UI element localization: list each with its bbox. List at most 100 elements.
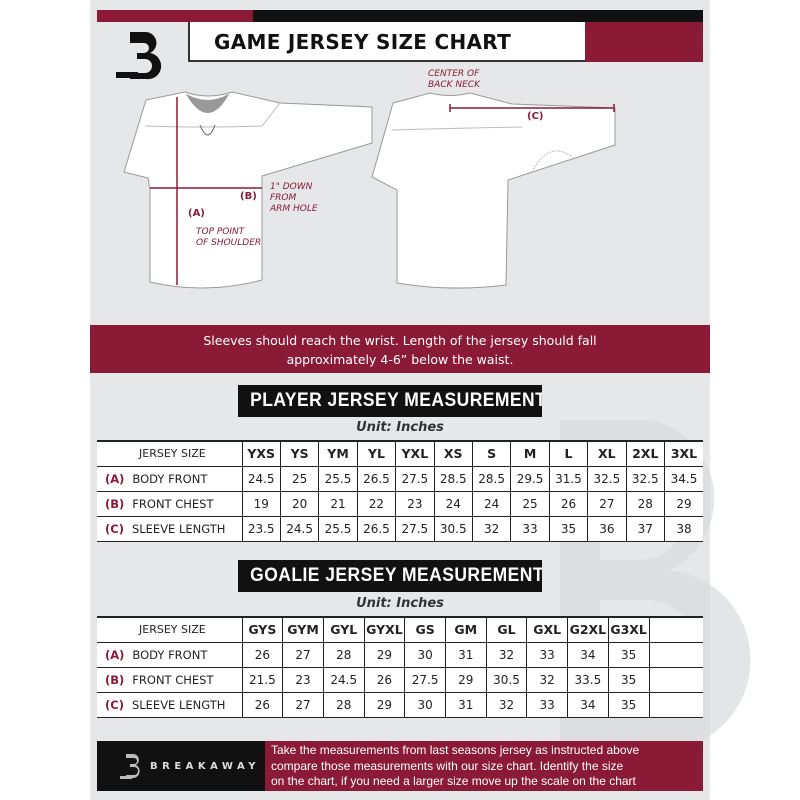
row-name: BODY FRONT (132, 471, 208, 486)
goalie-table-wrap: JERSEY SIZE GYS GYM GYL GYXL GS GM GL GXL G2XL G3X… (97, 616, 703, 718)
measurement-cell: 24.5 (322, 667, 365, 692)
label-b-note: 1" DOWN FROM ARM HOLE (270, 182, 318, 214)
measurement-cell: 24.5 (279, 516, 319, 541)
measurement-cell: 30 (404, 642, 446, 667)
row-name: BODY FRONT (132, 647, 208, 662)
measurement-cell: 26 (548, 491, 588, 516)
measurement-cell: 32.5 (587, 466, 627, 491)
back-jersey (371, 92, 616, 289)
size-header: XS (433, 441, 473, 466)
measurement-cell: 26.5 (356, 516, 396, 541)
measurement-cell: 37 (625, 516, 665, 541)
measurement-cell: 34 (567, 692, 609, 717)
measurement-cell: 27.5 (404, 667, 446, 692)
measurement-cell: 32.5 (625, 466, 665, 491)
measurement-cell: 38 (663, 516, 703, 541)
measurement-cell: 29 (363, 642, 405, 667)
size-header: G3XL (607, 617, 649, 642)
row-label: (B) FRONT CHEST (97, 491, 242, 516)
footer-brand-box (97, 741, 265, 791)
measurement-cell: 35 (607, 642, 649, 667)
row-label: (A) BODY FRONT (97, 466, 242, 491)
measurement-cell: 24.5 (241, 466, 281, 491)
size-header: GL (485, 617, 527, 642)
size-header: L (548, 441, 588, 466)
measurement-cell: 26.5 (356, 466, 396, 491)
measurement-cell: 32 (471, 516, 511, 541)
measurement-cell: 22 (356, 491, 396, 516)
banner-line: Sleeves should reach the wrist. Length o… (203, 333, 597, 348)
table-row: (B) FRONT CHEST 21.5 23 24.5 26 27.5 29 30.5 32 33… (97, 667, 703, 692)
size-header: G2XL (567, 617, 609, 642)
header-label: JERSEY SIZE (139, 623, 206, 637)
empty-cell (648, 642, 703, 667)
measurement-cell: 24 (433, 491, 473, 516)
size-header: YL (356, 441, 396, 466)
measurement-cell: 25 (279, 466, 319, 491)
size-header: YXS (241, 441, 281, 466)
measurement-cell: 19 (241, 491, 281, 516)
size-header: GS (404, 617, 446, 642)
measurement-cell: 31 (444, 692, 487, 717)
measurement-cell: 26 (363, 667, 405, 692)
row-name: FRONT CHEST (132, 496, 214, 511)
footer-instructions: Take the measurements from last seasons … (265, 741, 703, 791)
size-header: GM (444, 617, 487, 642)
measurement-cell: 29 (363, 692, 405, 717)
title-box: GAME JERSEY SIZE CHART (188, 22, 585, 62)
row-key: (C) (105, 697, 124, 712)
measurement-cell: 32 (485, 642, 527, 667)
title-accent (585, 22, 703, 62)
footer-brand: BREAKAWAY (150, 761, 261, 772)
measurement-cell: 28.5 (433, 466, 473, 491)
front-jersey (123, 91, 373, 289)
empty-cell (648, 692, 703, 717)
measurement-cell: 36 (587, 516, 627, 541)
label-a: (A) (188, 208, 205, 219)
row-key: (A) (105, 471, 125, 486)
measurement-cell: 20 (279, 491, 319, 516)
header-row: JERSEY SIZE YXS YS YM YL YXL XS S M L XL 2XL 3XL (97, 441, 703, 466)
measurement-cell: 35 (548, 516, 588, 541)
row-key: (B) (105, 496, 125, 511)
row-key: (A) (105, 647, 125, 662)
measurement-cell: 33 (526, 642, 568, 667)
size-header: GYS (241, 617, 283, 642)
measurement-cell: 27 (282, 642, 324, 667)
measurement-cell: 26 (241, 642, 283, 667)
measurement-cell: 32 (485, 692, 527, 717)
measurement-cell: 33.5 (567, 667, 609, 692)
size-header: YM (318, 441, 358, 466)
goalie-unit: Unit: Inches (356, 596, 444, 611)
measurement-cell: 25.5 (318, 466, 358, 491)
measurement-cell: 34.5 (663, 466, 703, 491)
row-key: (B) (105, 672, 125, 687)
row-label: (A) BODY FRONT (97, 642, 242, 667)
brand-logo (116, 32, 162, 80)
table-row: (A) BODY FRONT 26 27 28 29 30 31 32 33 34 35 (97, 642, 703, 667)
size-header: 3XL (663, 441, 703, 466)
footer-logo (120, 754, 140, 779)
label-c-note: CENTER OF BACK NECK (428, 69, 480, 90)
measurement-lines (150, 97, 615, 285)
jersey-diagram (123, 91, 616, 289)
measurement-cell: 21 (318, 491, 358, 516)
size-header: S (471, 441, 511, 466)
measurement-cell: 29.5 (510, 466, 550, 491)
empty-cell (648, 617, 703, 642)
row-key: (C) (105, 521, 124, 536)
row-name: SLEEVE LENGTH (131, 521, 226, 536)
player-section-title: PLAYER JERSEY MEASUREMENTS (250, 390, 542, 411)
measurement-cell: 25 (510, 491, 550, 516)
header-row: JERSEY SIZE GYS GYM GYL GYXL GS GM GL GXL G2XL G3X… (97, 617, 703, 642)
measurement-cell: 32 (526, 667, 568, 692)
measurement-cell: 35 (607, 692, 649, 717)
measurement-cell: 25.5 (318, 516, 358, 541)
measurement-cell: 28 (322, 692, 365, 717)
label-a-note: TOP POINT OF SHOULDER (196, 227, 262, 248)
size-header: GYM (282, 617, 324, 642)
measurement-cell: 33 (526, 692, 568, 717)
banner-line: approximately 4-6” below the waist. (286, 352, 514, 367)
measurement-cell: 29 (663, 491, 703, 516)
row-name: FRONT CHEST (132, 672, 214, 687)
